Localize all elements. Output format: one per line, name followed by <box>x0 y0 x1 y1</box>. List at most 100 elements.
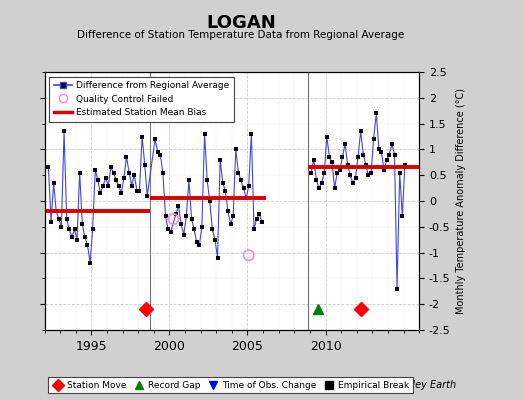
Point <box>341 141 349 148</box>
Point <box>117 190 126 196</box>
Point <box>221 188 230 194</box>
Point <box>323 133 331 140</box>
Point <box>344 162 352 168</box>
Point <box>156 151 165 158</box>
Point <box>94 177 102 184</box>
Point <box>205 198 214 204</box>
Point <box>234 170 243 176</box>
Text: Difference of Station Temperature Data from Regional Average: Difference of Station Temperature Data f… <box>78 30 405 40</box>
Point <box>390 151 399 158</box>
Point <box>57 224 66 230</box>
Legend: Station Move, Record Gap, Time of Obs. Change, Empirical Break: Station Move, Record Gap, Time of Obs. C… <box>49 377 412 394</box>
Point <box>364 172 373 178</box>
Point <box>219 180 227 186</box>
Point <box>112 177 120 184</box>
Point <box>338 154 346 160</box>
Point <box>245 252 253 258</box>
Point <box>130 172 138 178</box>
Text: Berkeley Earth: Berkeley Earth <box>384 380 456 390</box>
Point <box>122 154 130 160</box>
Point <box>383 156 391 163</box>
Point <box>75 170 84 176</box>
Point <box>346 172 354 178</box>
Point <box>169 216 178 222</box>
Point <box>312 177 321 184</box>
Point <box>89 226 97 232</box>
Point <box>154 149 162 155</box>
Point <box>65 226 73 232</box>
Point <box>331 185 339 191</box>
Point <box>208 226 216 232</box>
Point <box>229 213 237 220</box>
Point <box>367 170 375 176</box>
Point <box>320 170 329 176</box>
Point <box>336 167 344 173</box>
Point <box>177 221 185 228</box>
Legend: Difference from Regional Average, Quality Control Failed, Estimated Station Mean: Difference from Regional Average, Qualit… <box>49 76 234 122</box>
Y-axis label: Monthly Temperature Anomaly Difference (°C): Monthly Temperature Anomaly Difference (… <box>456 88 466 314</box>
Point <box>190 226 198 232</box>
Point <box>216 156 224 163</box>
Point <box>239 185 248 191</box>
Point <box>91 167 100 173</box>
Point <box>151 136 159 142</box>
Point <box>49 180 58 186</box>
Point <box>125 170 133 176</box>
Point <box>356 128 365 134</box>
Point <box>348 180 357 186</box>
Point <box>185 177 193 184</box>
Point <box>78 221 86 228</box>
Point <box>388 141 396 148</box>
Point <box>258 218 266 225</box>
Point <box>182 213 191 220</box>
Point <box>86 260 94 266</box>
Point <box>380 167 388 173</box>
Point <box>198 224 206 230</box>
Point <box>242 195 250 202</box>
Point <box>135 188 144 194</box>
Point <box>180 231 188 238</box>
Point <box>172 211 180 217</box>
Point <box>159 170 167 176</box>
Point <box>174 203 183 209</box>
Point <box>328 159 336 166</box>
Point <box>115 182 123 189</box>
Point <box>245 182 253 189</box>
Point <box>375 146 383 153</box>
Point <box>110 170 118 176</box>
Point <box>226 221 235 228</box>
Point <box>104 182 113 189</box>
Point <box>127 182 136 189</box>
Point <box>396 170 404 176</box>
Point <box>188 216 196 222</box>
Point <box>195 242 204 248</box>
Point <box>213 254 222 261</box>
Point <box>398 213 407 220</box>
Point <box>253 216 261 222</box>
Point <box>81 234 89 240</box>
Point <box>44 164 52 171</box>
Point <box>68 234 76 240</box>
Point <box>140 162 149 168</box>
Point <box>164 226 172 232</box>
Point <box>237 177 245 184</box>
Point <box>73 236 81 243</box>
Point <box>62 216 71 222</box>
Point <box>143 193 151 199</box>
Point <box>372 110 380 116</box>
Point <box>224 208 232 214</box>
Point <box>232 146 240 153</box>
Point <box>200 131 209 137</box>
Point <box>310 156 318 163</box>
Point <box>318 180 326 186</box>
Point <box>70 226 79 232</box>
Point <box>107 164 115 171</box>
Point <box>161 213 170 220</box>
Point <box>83 242 92 248</box>
Point <box>96 190 105 196</box>
Point <box>119 174 128 181</box>
Point <box>393 286 401 292</box>
Point <box>47 218 56 225</box>
Point <box>354 154 362 160</box>
Point <box>315 185 323 191</box>
